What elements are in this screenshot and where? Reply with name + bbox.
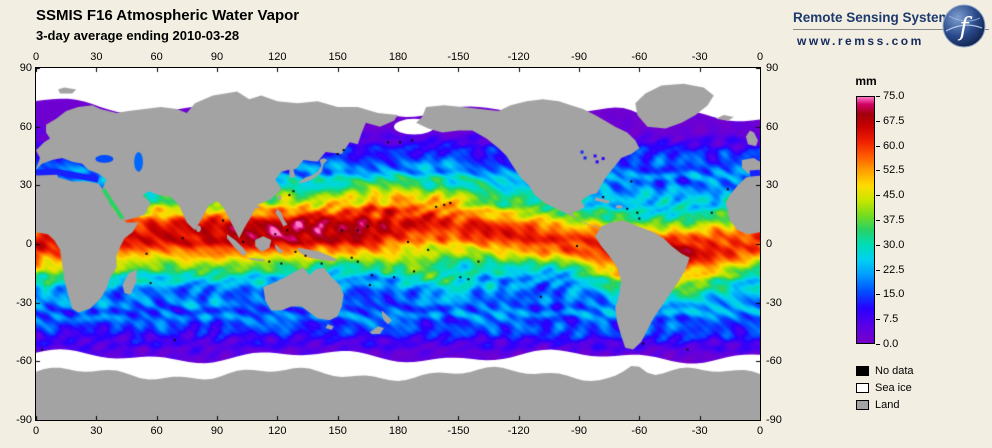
legend-label: Sea ice [875,381,912,394]
lon-tick-label-top: -60 [631,51,648,63]
lon-tick-label-top: 120 [268,51,287,63]
colorbar [856,96,875,344]
lat-tick-label-right: 90 [766,62,779,74]
lon-tick-label-top: -30 [691,51,708,63]
lon-tick-label-top: 0 [756,51,764,63]
colorbar-tick-label: 67.5 [883,114,905,127]
lon-tick-label-top: 60 [150,51,163,63]
colorbar-tick-label: 45.0 [883,189,905,202]
lon-tick-label-top: 180 [388,51,408,63]
chart-title: SSMIS F16 Atmospheric Water Vapor [36,7,300,24]
lat-tick-label-right: -90 [766,414,782,426]
legend-item: No data [856,362,914,379]
lon-tick-label-bottom: 180 [388,425,408,437]
brand-divider [793,29,989,30]
colorbar-units: mm [855,74,877,88]
lon-tick-label-bottom: -150 [447,425,470,437]
legend-label: Land [875,398,900,411]
lat-tick-label-right: -60 [766,355,782,368]
lat-tick-label-right: 30 [766,179,779,192]
lon-tick-label-bottom: 150 [328,425,347,437]
lon-tick-label-top: -90 [571,51,587,63]
legend-swatch [856,399,869,410]
lat-tick-label-right: 0 [766,238,773,250]
lon-tick-label-bottom: 0 [756,425,764,437]
legend-item: Sea ice [856,379,914,396]
lon-tick-label-top: 0 [32,51,40,63]
lon-tick-label-bottom: 0 [32,425,40,437]
world-vapor-map [35,67,761,421]
lat-tick-label-left: 90 [19,62,32,74]
colorbar-tick-label: 75.0 [883,90,905,102]
colorbar-tick-label: 37.5 [883,214,905,226]
colorbar-tick-label: 7.5 [883,313,899,326]
lat-tick-label-left: 30 [19,179,32,192]
colorbar-tick [876,96,880,97]
remss-logo: f [941,3,987,49]
colorbar-tick [876,344,880,345]
colorbar-tick [876,145,880,147]
lat-tick-label-right: -30 [766,296,782,309]
colorbar-tick-label: 15.0 [883,288,905,301]
colorbar-tick [876,244,880,246]
lon-tick-label-top: 30 [90,51,103,63]
lat-tick-label-left: 0 [25,238,32,250]
lon-tick-label-bottom: -120 [507,425,530,437]
lon-tick-label-bottom: 30 [90,425,103,437]
svg-text:f: f [957,12,972,41]
legend-swatch [856,365,869,376]
legend-swatch [856,382,869,393]
lon-tick-label-bottom: 60 [150,425,163,437]
colorbar-tick [876,269,880,271]
lat-tick-label-left: 60 [19,120,32,133]
colorbar-tick-label: 60.0 [883,139,905,152]
brand-url: www.remss.com [797,34,924,48]
lon-tick-label-top: 90 [210,51,224,63]
colorbar-tick-label: 22.5 [883,263,905,276]
globe-icon: f [942,4,986,48]
lon-tick-label-top: -150 [447,51,470,63]
colorbar-tick [876,319,880,321]
lat-tick-label-right: 60 [766,120,779,133]
legend-label: No data [875,364,914,377]
colorbar-tick [876,195,880,197]
lon-tick-label-top: -120 [507,51,530,63]
colorbar-tick [876,120,880,122]
legend: No data Sea ice Land [856,362,914,413]
colorbar-tick [876,170,880,172]
lat-tick-label-left: -30 [16,296,32,309]
lon-tick-label-bottom: 90 [210,425,224,437]
chart-subtitle: 3-day average ending 2010-03-28 [36,28,240,43]
lon-tick-label-bottom: 120 [268,425,287,437]
lat-tick-label-left: -60 [16,355,32,368]
legend-item: Land [856,396,914,413]
lat-tick-label-left: -90 [16,414,32,426]
lon-tick-label-bottom: -60 [631,425,648,437]
colorbar-tick-label: 52.5 [883,164,905,177]
colorbar-tick [876,294,880,296]
lon-tick-label-bottom: -90 [571,425,587,437]
colorbar-tick-label: 0.0 [883,338,899,350]
brand-name: Remote Sensing Systems [793,10,959,25]
lon-tick-label-bottom: -30 [691,425,708,437]
lon-tick-label-top: 150 [328,51,347,63]
colorbar-tick-label: 30.0 [883,238,905,251]
colorbar-tick [876,220,880,221]
